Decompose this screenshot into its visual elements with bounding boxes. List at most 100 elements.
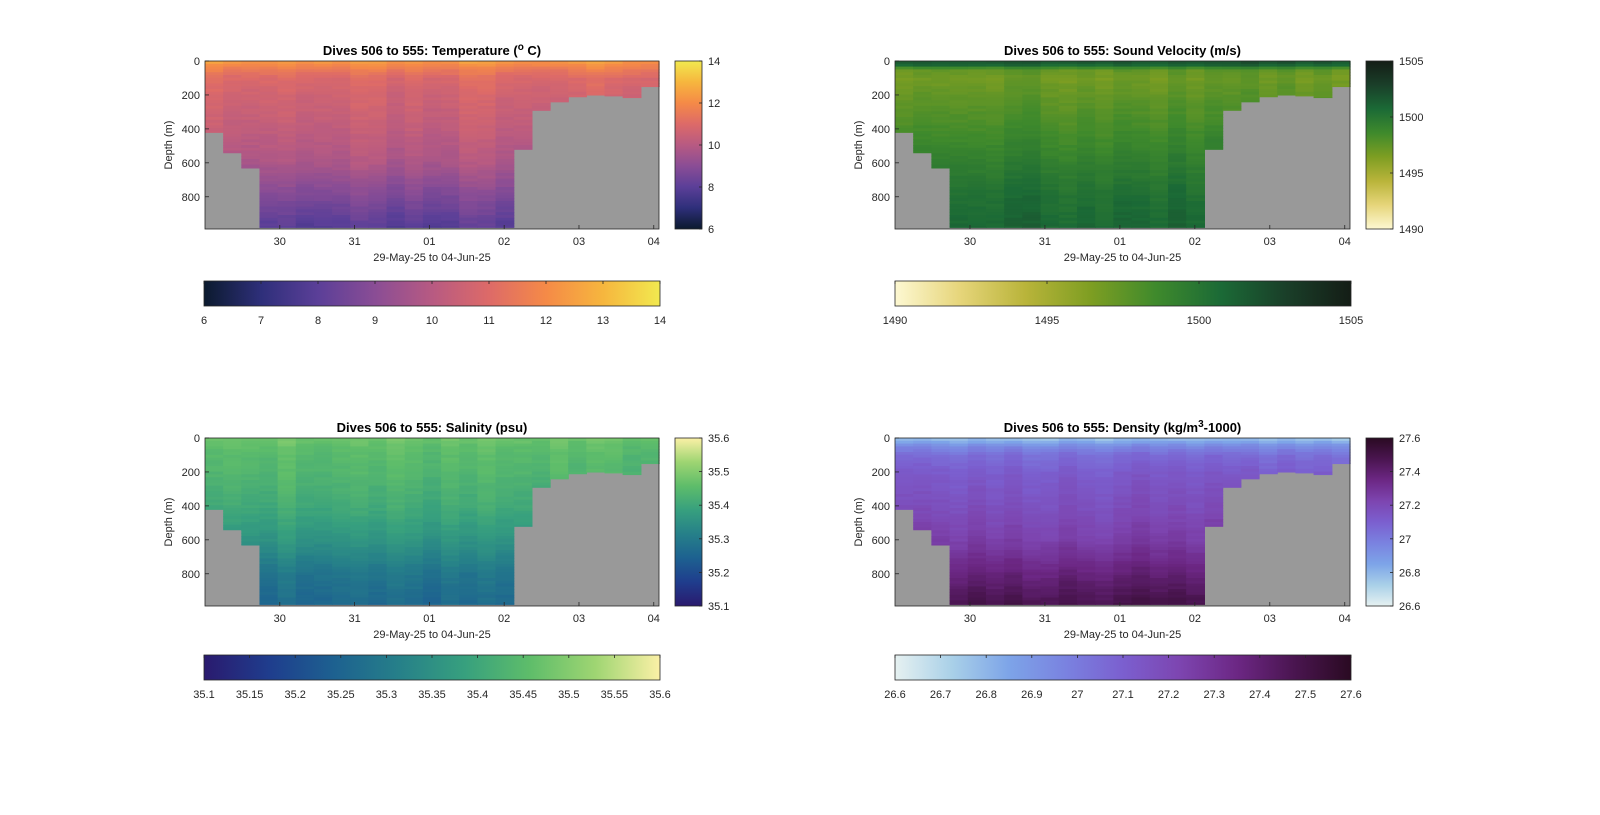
data-cell xyxy=(332,550,351,554)
data-cell xyxy=(386,530,406,534)
data-cell xyxy=(1022,578,1042,582)
data-cell xyxy=(350,589,370,593)
data-cell xyxy=(949,83,969,87)
data-cell xyxy=(205,452,224,456)
data-cell xyxy=(223,114,242,118)
data-cell xyxy=(404,583,424,587)
data-cell xyxy=(1149,575,1169,579)
data-cell xyxy=(967,516,987,520)
data-cell xyxy=(350,103,370,107)
data-cell xyxy=(1113,491,1133,495)
data-cell xyxy=(205,471,224,475)
data-cell xyxy=(477,66,497,70)
data-cell xyxy=(441,63,460,68)
data-cell xyxy=(1077,603,1096,605)
data-cell xyxy=(259,558,279,562)
data-cell xyxy=(1222,91,1242,96)
data-cell xyxy=(949,153,969,157)
data-cell xyxy=(986,178,1005,182)
data-cell xyxy=(913,133,932,138)
data-cell xyxy=(949,178,969,182)
data-cell xyxy=(441,175,460,180)
data-cell xyxy=(386,170,406,174)
data-cell xyxy=(404,161,424,166)
data-cell xyxy=(931,466,951,470)
data-cell xyxy=(895,94,914,98)
data-cell xyxy=(1168,550,1187,554)
data-cell xyxy=(1149,145,1169,149)
data-cell xyxy=(1331,83,1351,87)
data-cell xyxy=(913,145,932,149)
data-cell xyxy=(350,201,370,205)
data-cell xyxy=(1095,142,1114,146)
data-cell xyxy=(1040,125,1060,129)
data-cell xyxy=(386,80,406,84)
data-cell xyxy=(277,471,297,475)
data-cell xyxy=(1149,136,1169,140)
data-cell xyxy=(513,75,533,79)
data-cell xyxy=(404,516,424,520)
data-cell xyxy=(1168,508,1187,512)
data-cell xyxy=(313,212,333,216)
data-cell xyxy=(386,524,406,529)
data-cell xyxy=(259,187,279,191)
data-cell xyxy=(1186,457,1205,461)
data-cell xyxy=(513,142,533,146)
data-cell xyxy=(1077,119,1096,124)
data-cell xyxy=(1040,522,1060,526)
data-cell xyxy=(441,117,460,121)
data-cell xyxy=(1004,446,1023,450)
data-cell xyxy=(477,440,497,445)
data-cell xyxy=(477,203,497,208)
data-cell xyxy=(1113,454,1133,459)
data-cell xyxy=(1113,578,1133,582)
data-cell xyxy=(386,443,406,447)
data-cell xyxy=(1277,449,1296,453)
data-cell xyxy=(332,215,351,219)
data-cell xyxy=(967,195,987,199)
colorbar-bottom xyxy=(894,654,1352,681)
data-cell xyxy=(386,100,406,104)
data-cell xyxy=(1149,72,1169,76)
data-cell xyxy=(441,550,460,554)
data-cell xyxy=(205,119,224,124)
data-cell xyxy=(931,136,951,140)
data-cell xyxy=(1186,491,1205,495)
data-cell xyxy=(1004,178,1023,182)
data-cell xyxy=(967,80,987,84)
data-cell xyxy=(495,502,515,506)
data-cell xyxy=(1186,142,1205,146)
data-cell xyxy=(459,468,478,473)
data-cell xyxy=(931,516,951,520)
data-cell xyxy=(949,491,969,495)
data-cell xyxy=(1222,457,1242,461)
data-cell xyxy=(1131,550,1151,554)
data-cell xyxy=(259,86,279,90)
data-cell xyxy=(295,603,315,605)
data-cell xyxy=(259,597,279,601)
data-cell xyxy=(422,449,442,453)
data-cell xyxy=(1222,477,1242,481)
data-cell xyxy=(931,77,951,82)
data-cell xyxy=(986,466,1005,470)
data-cell xyxy=(295,147,315,152)
data-cell xyxy=(441,173,460,177)
data-cell xyxy=(1022,80,1042,84)
data-cell xyxy=(441,103,460,107)
data-cell xyxy=(441,558,460,562)
data-cell xyxy=(495,111,515,115)
data-cell xyxy=(895,80,914,84)
data-cell xyxy=(1058,69,1078,73)
data-cell xyxy=(386,491,406,495)
data-cell xyxy=(1004,524,1023,529)
data-cell xyxy=(332,117,351,121)
data-cell xyxy=(895,463,914,467)
data-cell xyxy=(1204,510,1224,515)
data-cell xyxy=(1040,524,1060,529)
data-cell xyxy=(1331,449,1351,453)
data-cell xyxy=(568,460,587,464)
data-cell xyxy=(350,139,370,143)
data-cell xyxy=(1295,457,1315,461)
data-cell xyxy=(459,217,478,222)
data-cell xyxy=(640,63,660,68)
